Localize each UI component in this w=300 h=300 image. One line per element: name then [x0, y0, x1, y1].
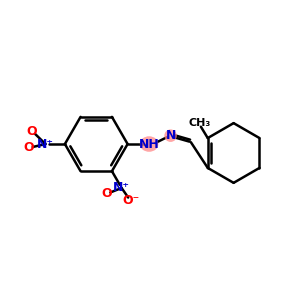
Text: NH: NH	[139, 137, 160, 151]
Text: O: O	[24, 140, 34, 154]
Ellipse shape	[140, 136, 158, 152]
Text: N: N	[165, 129, 176, 142]
Text: O: O	[27, 125, 38, 138]
Text: O⁻: O⁻	[122, 194, 139, 207]
Text: O: O	[101, 188, 112, 200]
Text: N⁺: N⁺	[37, 137, 54, 151]
Text: N⁺: N⁺	[113, 182, 130, 194]
Ellipse shape	[164, 129, 177, 142]
Text: CH₃: CH₃	[188, 118, 211, 128]
